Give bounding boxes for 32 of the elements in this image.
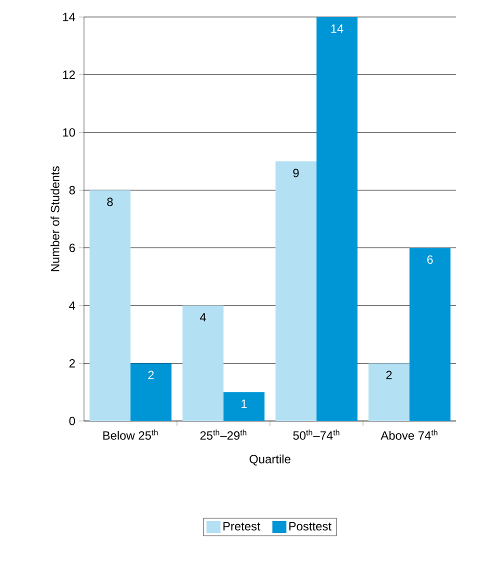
y-tick-label: 8 <box>69 186 75 194</box>
legend-label: Pretest <box>223 522 260 530</box>
y-tick-label: 4 <box>69 301 76 310</box>
y-tick-label: 6 <box>69 244 75 252</box>
data-label: 9 <box>293 168 299 178</box>
y-tick-label: 14 <box>63 12 76 22</box>
y-tick-label: 12 <box>63 70 75 79</box>
bar <box>276 161 316 421</box>
legend-label: Posttest <box>289 522 332 530</box>
x-tick-label: 50$^{th}$–74$^{th}$ <box>293 430 340 440</box>
y-tick-label: 10 <box>63 128 76 137</box>
data-label: 2 <box>148 370 154 380</box>
x-axis-title: Quartile <box>250 454 290 466</box>
bar <box>130 363 172 421</box>
data-label: 8 <box>107 198 113 206</box>
data-label: 2 <box>386 370 392 380</box>
bar <box>182 306 224 421</box>
data-label: 6 <box>427 255 433 264</box>
y-axis-title: Number of Students <box>50 166 60 272</box>
bar <box>224 392 264 421</box>
bar <box>316 16 358 421</box>
bar <box>90 190 130 421</box>
x-tick-label: Below 25$^{th}$ <box>103 430 158 440</box>
y-tick-label: 2 <box>69 359 75 368</box>
data-label: 1 <box>242 400 247 408</box>
bar <box>410 248 450 421</box>
x-tick-label: Above 74$^{th}$ <box>380 430 438 440</box>
x-tick-label: 25$^{th}$–29$^{th}$ <box>200 430 246 440</box>
bar <box>368 363 410 421</box>
data-label: 4 <box>200 313 206 322</box>
data-label: 14 <box>331 24 344 33</box>
y-tick-label: 0 <box>69 416 76 426</box>
